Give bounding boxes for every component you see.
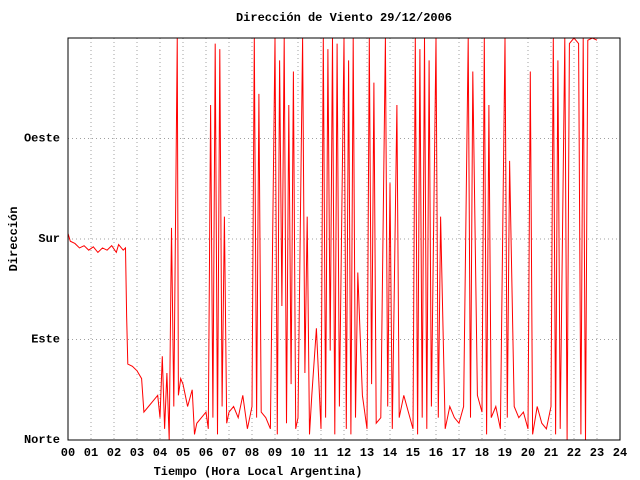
x-tick-label: 00 xyxy=(61,446,75,460)
x-tick-label: 08 xyxy=(245,446,259,460)
x-tick-label: 21 xyxy=(544,446,558,460)
plot-frame xyxy=(67,37,621,441)
x-tick-label: 18 xyxy=(475,446,489,460)
x-tick-label: 11 xyxy=(314,446,328,460)
y-tick-label: Sur xyxy=(38,232,60,246)
x-tick-label: 22 xyxy=(567,446,581,460)
chart-title: Dirección de Viento 29/12/2006 xyxy=(236,11,452,25)
x-tick-label: 07 xyxy=(222,446,236,460)
y-tick-label: Oeste xyxy=(24,132,60,146)
x-axis-label: Tiempo (Hora Local Argentina) xyxy=(154,465,363,479)
x-tick-label: 15 xyxy=(406,446,420,460)
x-tick-label: 03 xyxy=(130,446,144,460)
x-tick-label: 01 xyxy=(84,446,98,460)
x-tick-label: 10 xyxy=(291,446,305,460)
y-axis-label: Dirección xyxy=(7,207,21,272)
x-tick-label: 02 xyxy=(107,446,121,460)
x-tick-label: 13 xyxy=(360,446,374,460)
x-tick-label: 17 xyxy=(452,446,466,460)
x-tick-label: 12 xyxy=(337,446,351,460)
y-tick-label: Este xyxy=(31,333,60,347)
x-tick-label: 05 xyxy=(176,446,190,460)
x-tick-label: 09 xyxy=(268,446,282,460)
x-tick-label: 24 xyxy=(613,446,627,460)
x-tick-label: 20 xyxy=(521,446,535,460)
x-tick-label: 23 xyxy=(590,446,604,460)
x-tick-label: 16 xyxy=(429,446,443,460)
x-tick-label: 14 xyxy=(383,446,397,460)
data-line xyxy=(67,37,598,441)
x-tick-label: 04 xyxy=(153,446,167,460)
x-tick-label: 19 xyxy=(498,446,512,460)
y-tick-label: Norte xyxy=(24,433,60,447)
x-tick-label: 06 xyxy=(199,446,213,460)
